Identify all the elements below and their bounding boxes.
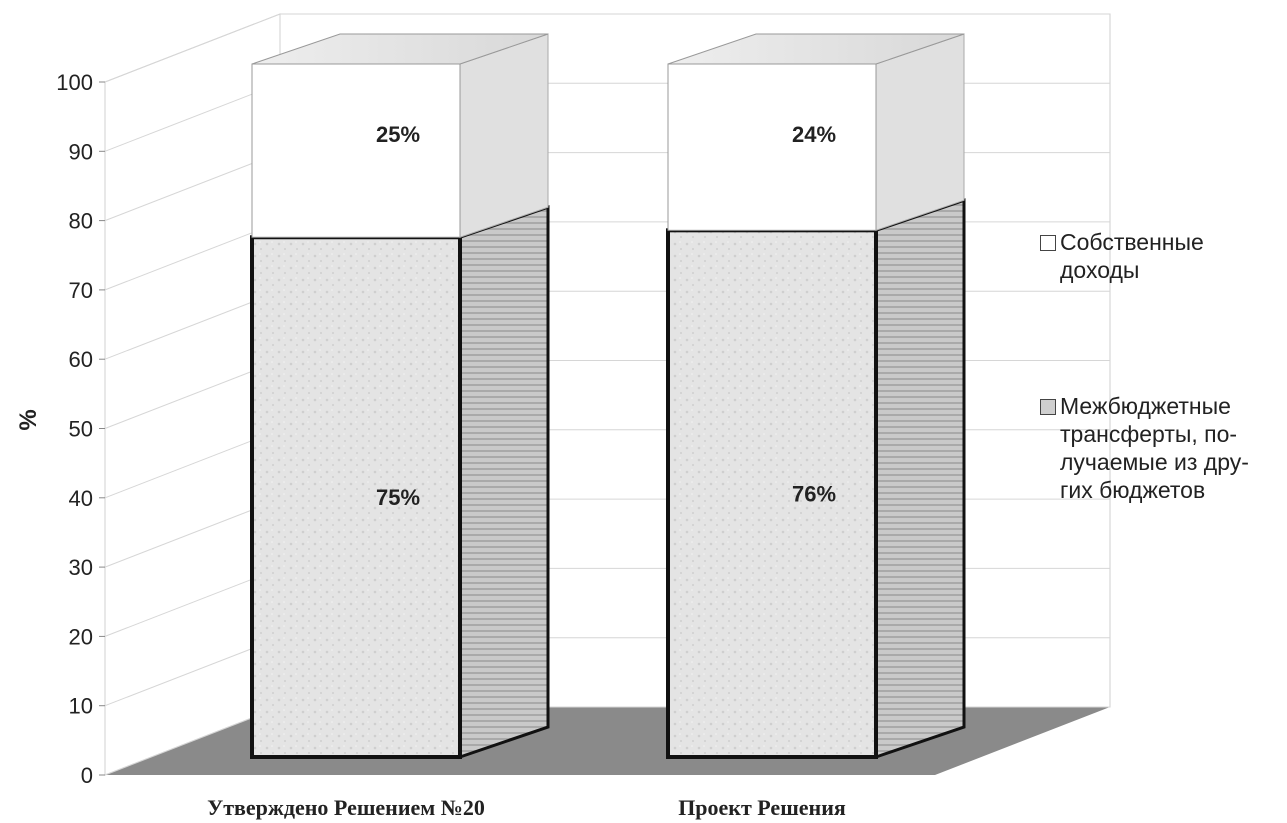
- legend-label-own-income-2: доходы: [1060, 256, 1280, 284]
- legend-item-own-income: Собственные доходы: [1040, 228, 1280, 284]
- y-axis-label: %: [15, 409, 42, 430]
- y-axis-ticks: 0 10 20 30 40 50 60 70 80 90 100: [56, 70, 105, 788]
- bar-side-0-0: [460, 207, 548, 757]
- category-label-1: Проект Решения: [678, 795, 846, 820]
- legend-label-transfers-1: Межбюджетные: [1060, 392, 1280, 420]
- data-label-0-0: 75%: [376, 485, 420, 510]
- legend-label-transfers-4: гих бюджетов: [1060, 476, 1280, 504]
- bar-side-1-1: [876, 34, 964, 230]
- legend-swatch-own-income: [1040, 235, 1056, 251]
- bar-segment-0-1: [668, 230, 876, 757]
- y-tick-label: 30: [69, 555, 93, 580]
- legend-label-transfers-2: трансферты, по-: [1060, 420, 1280, 448]
- y-tick-label: 10: [69, 694, 93, 719]
- y-tick-label: 0: [81, 763, 93, 788]
- y-tick-label: 60: [69, 347, 93, 372]
- bar-segment-1-1: [668, 64, 876, 230]
- bar-segment-0-0: [252, 237, 460, 757]
- bar-side-1-0: [460, 34, 548, 237]
- legend-2: Межбюджетные трансферты, по- лучаемые из…: [1040, 392, 1280, 504]
- data-label-1-1: 24%: [792, 122, 836, 147]
- legend-swatch-transfers: [1040, 399, 1056, 415]
- y-tick-label: 100: [56, 70, 93, 95]
- legend-label-transfers-3: лучаемые из дру-: [1060, 448, 1280, 476]
- y-tick-label: 80: [69, 209, 93, 234]
- bar-segment-1-0: [252, 64, 460, 237]
- y-tick-label: 20: [69, 624, 93, 649]
- category-label-0: Утверждено Решением №20: [207, 795, 485, 820]
- legend-item-transfers: Межбюджетные трансферты, по- лучаемые из…: [1040, 392, 1280, 504]
- legend: Собственные доходы: [1040, 228, 1280, 284]
- y-tick-label: 50: [69, 417, 93, 442]
- bar-side-0-1: [876, 200, 964, 757]
- data-label-0-1: 76%: [792, 482, 836, 507]
- data-label-1-0: 25%: [376, 122, 420, 147]
- y-tick-label: 70: [69, 278, 93, 303]
- legend-label-own-income-1: Собственные: [1060, 228, 1280, 256]
- y-tick-label: 40: [69, 486, 93, 511]
- category-labels: Утверждено Решением №20 Проект Решения: [207, 795, 846, 820]
- y-tick-label: 90: [69, 139, 93, 164]
